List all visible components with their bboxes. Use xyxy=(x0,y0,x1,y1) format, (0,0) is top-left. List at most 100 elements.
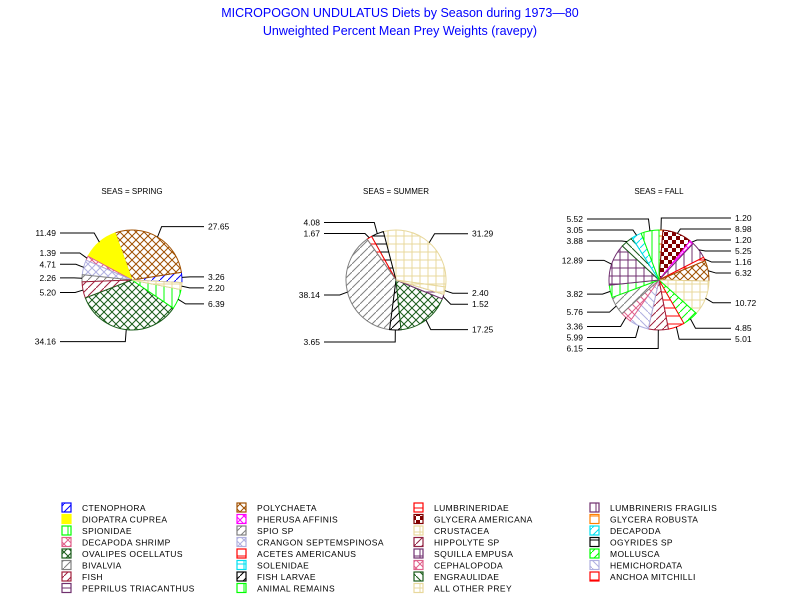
legend-swatch xyxy=(61,536,72,548)
leader-line xyxy=(587,259,612,265)
slice-value-label: 38.14 xyxy=(299,290,321,300)
legend-swatch xyxy=(413,525,424,536)
legend-swatch xyxy=(236,559,247,571)
legend-label: PEPRILUS TRIACANTHUS xyxy=(82,584,195,594)
legend-swatch xyxy=(413,559,424,571)
legend-swatch xyxy=(236,582,247,594)
slice-value-label: 5.20 xyxy=(39,287,56,297)
legend-swatch xyxy=(236,502,247,513)
leader-line xyxy=(705,297,731,304)
leader-line xyxy=(60,329,127,343)
slice-value-label: 1.52 xyxy=(472,299,489,309)
legend-swatch xyxy=(236,571,247,582)
slice-value-label: 3.82 xyxy=(566,289,583,299)
slice-value-label: 1.16 xyxy=(735,257,752,267)
legend-label: MOLLUSCA xyxy=(610,549,660,559)
slice-value-label: 1.20 xyxy=(735,213,752,223)
legend-label: ACETES AMERICANUS xyxy=(257,549,356,559)
legend-swatch xyxy=(61,548,72,559)
legend-swatch xyxy=(413,502,424,513)
slice-value-label: 27.65 xyxy=(208,222,230,232)
leader-line xyxy=(428,233,468,243)
legend-swatch xyxy=(61,525,72,536)
slice-value-label: 5.52 xyxy=(566,214,583,224)
legend-label: LUMBRINERIDAE xyxy=(434,503,509,513)
legend-swatch xyxy=(61,571,72,582)
leader-line xyxy=(676,228,731,234)
leader-line xyxy=(698,249,731,252)
slice-value-label: 1.67 xyxy=(303,229,320,239)
leader-line xyxy=(587,317,627,327)
legend-item-fish: FISH xyxy=(61,571,103,582)
pie-slice-polychaeta xyxy=(114,229,182,281)
legend-label: FISH xyxy=(82,572,103,582)
leader-line xyxy=(707,270,731,274)
pie-slice-crustacea xyxy=(131,279,183,291)
slice-value-label: 8.98 xyxy=(735,224,752,234)
legend-label: SOLENIDAE xyxy=(257,561,309,571)
legend-item-fish_larvae: FISH LARVAE xyxy=(236,571,315,582)
slice-value-label: 6.32 xyxy=(735,268,752,278)
legend-swatch xyxy=(61,582,72,594)
legend-swatch xyxy=(589,513,600,525)
slice-value-label: 2.40 xyxy=(472,288,489,298)
legend-item-anchoa: ANCHOA MITCHILLI xyxy=(589,571,696,582)
pie-slice-spionidae xyxy=(640,229,660,281)
leader-line xyxy=(587,229,637,236)
leader-line xyxy=(587,329,659,349)
leader-line xyxy=(704,258,731,263)
legend-item-peprilus: PEPRILUS TRIACANTHUS xyxy=(61,582,195,594)
pie-slice-ovalipes xyxy=(395,279,443,331)
legend-swatch xyxy=(413,513,424,525)
legend-item-hemichordata: HEMICHORDATA xyxy=(589,559,682,571)
legend-item-decapoda: DECAPODA xyxy=(589,525,661,536)
leader-line xyxy=(324,329,396,343)
slice-value-label: 1.20 xyxy=(735,235,752,245)
legend-label: POLYCHAETA xyxy=(257,503,317,513)
leader-line xyxy=(157,226,204,238)
legend-swatch xyxy=(61,559,72,571)
leader-line xyxy=(444,290,468,294)
legend-item-solenidae: SOLENIDAE xyxy=(236,559,309,571)
slice-value-label: 4.71 xyxy=(39,259,56,269)
legend-label: LUMBRINERIS FRAGILIS xyxy=(610,503,717,513)
legend-swatch xyxy=(236,513,247,525)
legend-label: ALL OTHER PREY xyxy=(434,584,512,594)
slice-value-label: 4.85 xyxy=(735,323,752,333)
legend-item-ovalipes: OVALIPES OCELLATUS xyxy=(61,548,183,559)
slice-value-label: 2.26 xyxy=(39,273,56,283)
slice-value-label: 1.39 xyxy=(39,248,56,258)
slice-value-label: 5.76 xyxy=(566,307,583,317)
legend-item-lumbrineris: LUMBRINERIS FRAGILIS xyxy=(589,502,717,513)
legend-item-engraulidae: ENGRAULIDAE xyxy=(413,571,499,582)
chart-subtitle: Unweighted Percent Mean Prey Weights (ra… xyxy=(263,24,537,38)
leader-line xyxy=(442,296,468,305)
legend-swatch xyxy=(413,582,424,594)
slice-value-label: 5.25 xyxy=(735,246,752,256)
legend-item-squilla: SQUILLA EMPUSA xyxy=(413,548,513,559)
legend-swatch xyxy=(61,513,72,525)
legend-item-animal_remains: ANIMAL REMAINS xyxy=(236,582,335,594)
slice-value-label: 3.88 xyxy=(566,236,583,246)
legend-swatch xyxy=(413,548,424,559)
slice-value-label: 5.99 xyxy=(566,332,583,342)
legend-item-hippolyte: HIPPOLYTE SP xyxy=(413,536,500,548)
legend-item-acetes: ACETES AMERICANUS xyxy=(236,548,356,559)
leader-line xyxy=(60,252,88,259)
legend-item-spio: SPIO SP xyxy=(236,525,293,536)
legend-item-lumbrineridae: LUMBRINERIDAE xyxy=(413,502,509,513)
legend-label: ANCHOA MITCHILLI xyxy=(610,572,696,582)
pie-slice-other xyxy=(395,279,447,295)
legend-label: CTENOPHORA xyxy=(82,503,146,513)
legend-label: DECAPODA SHRIMP xyxy=(82,538,171,548)
leader-line xyxy=(691,239,731,243)
legend-item-decapoda_shrimp: DECAPODA SHRIMP xyxy=(61,536,171,548)
legend-label: HIPPOLYTE SP xyxy=(434,538,500,548)
pies-group: SEAS = SPRING 3.26 27.65 11.49 1.394.71 2.26 5… xyxy=(35,187,757,353)
pie-2: SEAS = FALL1.208.981.205.251.166.3210.72… xyxy=(562,187,757,353)
legend-swatch xyxy=(236,536,247,548)
slice-value-label: 6.15 xyxy=(566,343,583,353)
leader-line xyxy=(587,218,651,231)
leader-line xyxy=(324,222,378,234)
